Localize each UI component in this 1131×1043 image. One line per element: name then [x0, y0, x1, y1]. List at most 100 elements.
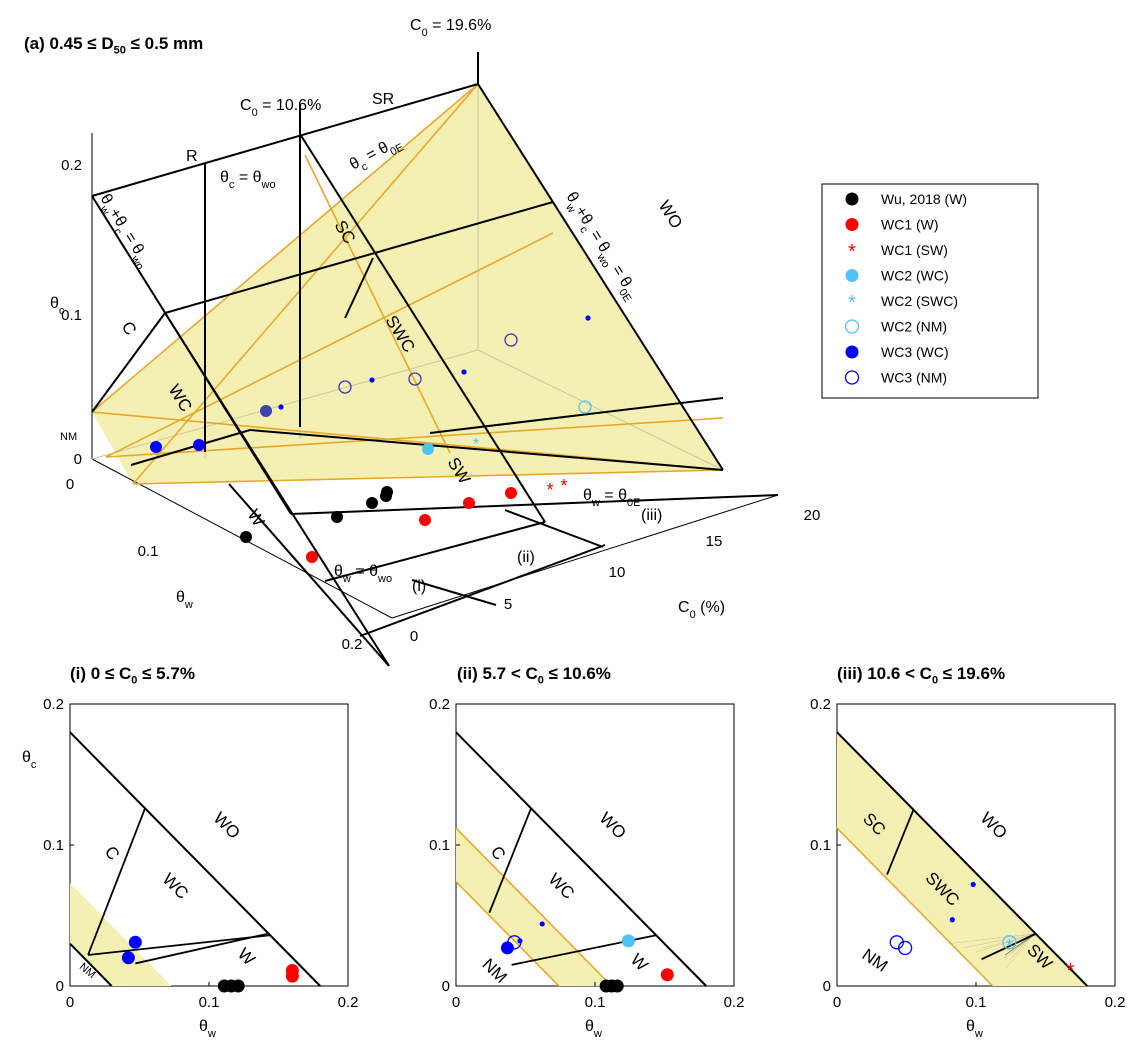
- y-tick-1: 0.1: [810, 837, 831, 854]
- svg-text:θc = θwo: θc = θwo: [220, 169, 276, 191]
- svg-text:θw = θ0E: θw = θ0E: [583, 487, 640, 509]
- svg-text:C0 = 19.6%: C0 = 19.6%: [410, 17, 491, 39]
- legend-label-0: Wu, 2018 (W): [881, 191, 967, 207]
- title-iii-pre: (iii) 10.6 < C: [837, 664, 932, 683]
- legend-label-7: WC3 (NM): [881, 370, 947, 386]
- legend-marker-5: [844, 319, 860, 334]
- line-orange-top: [455, 827, 613, 987]
- svg-text:θw+θc = θwo: θw+θc = θwo: [92, 191, 154, 272]
- point-1-0: [660, 968, 674, 982]
- point-2-0: [1002, 935, 1017, 950]
- region-wo: WO: [977, 809, 1011, 843]
- region-wo: WO: [596, 809, 630, 843]
- svg-text:(iii): (iii): [641, 507, 662, 524]
- region-c: C: [101, 843, 124, 864]
- guide5: [982, 935, 1032, 948]
- point-0-0: *: [1067, 960, 1075, 982]
- title-iii-sub: 0: [931, 674, 939, 687]
- point-1-0: *: [1005, 936, 1013, 958]
- guide20: [1005, 935, 1034, 956]
- legend-marker-0: [845, 192, 859, 206]
- x-tick-1: 0.1: [199, 994, 220, 1011]
- guide: [145, 808, 271, 936]
- region-wc: WC: [545, 869, 578, 902]
- legend-label-1: WC1 (W): [881, 217, 939, 233]
- legend-marker-1: [845, 218, 859, 231]
- line-swc-sw: [981, 933, 1037, 961]
- x-axis-label: θw: [199, 1018, 216, 1040]
- line-orange-bottom: [455, 881, 560, 987]
- legend: Wu, 2018 (W) WC1 (W) * WC1 (SW) WC2 (WC) * WC2…: [821, 183, 1039, 399]
- point-3-0: [500, 941, 514, 955]
- svg-text:*: *: [560, 476, 567, 496]
- title-i-sub: 0: [131, 674, 138, 687]
- guide11: [975, 933, 1035, 953]
- point-0-2: [231, 979, 245, 993]
- x-tick-1: 0.1: [585, 994, 606, 1011]
- svg-text:SR: SR: [372, 91, 394, 108]
- guide6: [1006, 933, 1035, 968]
- svg-text:0: 0: [74, 451, 82, 468]
- line-wc-w: [135, 932, 268, 965]
- svg-text:(i): (i): [412, 578, 426, 595]
- x-tick-0: 0: [452, 994, 460, 1011]
- point-2-1: [128, 935, 142, 949]
- svg-text:10: 10: [609, 564, 626, 581]
- x-tick-0: 0: [833, 994, 841, 1011]
- region-c: C: [487, 843, 510, 864]
- y-tick-0: 0: [56, 978, 64, 995]
- y-axis-label: θc: [22, 749, 37, 771]
- legend-label-4: WC2 (SWC): [881, 293, 958, 309]
- x-axis-label: θw: [585, 1018, 602, 1040]
- point-2-0: [121, 951, 135, 965]
- axis-c0: [391, 494, 779, 619]
- guide12: [963, 933, 1033, 948]
- svg-text:0.1: 0.1: [61, 307, 82, 324]
- title-i-post: ≤ 5.7%: [137, 664, 195, 683]
- y-tick-1: 0.1: [43, 837, 64, 854]
- x-tick-1: 0.1: [966, 994, 987, 1011]
- svg-text:C: C: [118, 318, 141, 338]
- title-a-pre: (a) 0.45 ≤ D: [24, 34, 114, 53]
- svg-text:θw: θw: [176, 589, 193, 611]
- region-nm: NM: [859, 945, 892, 976]
- panel-a-ticks: 0.2 0.1 0 0 0.1 0.2 0 5 10 15 20: [61, 157, 820, 653]
- x-tick-0: 0: [66, 994, 74, 1011]
- legend-label-3: WC2 (WC): [881, 268, 949, 284]
- line-c-wc: [488, 808, 532, 914]
- point-1-1: [285, 963, 299, 977]
- y-tick-1: 0.1: [429, 837, 450, 854]
- title-panel-a: (a) 0.45 ≤ D50 ≤ 0.5 mm: [24, 34, 203, 56]
- x-tick-2: 0.2: [338, 994, 359, 1011]
- point-3-0: [949, 917, 955, 923]
- svg-text:0.2: 0.2: [61, 157, 82, 174]
- legend-marker-3: [845, 269, 859, 282]
- x-tick-2: 0.2: [724, 994, 745, 1011]
- line-wo: [836, 731, 1088, 987]
- title-iii-post: ≤ 19.6%: [938, 664, 1006, 683]
- svg-text:15: 15: [706, 533, 723, 550]
- panel-a-shading: [92, 84, 723, 484]
- point-4-1: [539, 921, 545, 927]
- svg-text:C0 = 10.6%: C0 = 10.6%: [240, 97, 321, 119]
- legend-marker-7: [844, 370, 860, 385]
- point-2-0: [621, 934, 635, 948]
- legend-marker-6: [845, 345, 859, 359]
- region-w: W: [627, 950, 652, 975]
- line-orange-low: [836, 827, 994, 987]
- line-c-wc: [87, 808, 146, 956]
- y-tick-0: 0: [823, 978, 831, 995]
- svg-text:20: 20: [804, 507, 821, 524]
- svg-text:θc: θc: [50, 295, 65, 317]
- y-tick-2: 0.2: [43, 696, 64, 713]
- point-0-2: [610, 979, 624, 993]
- region-w: W: [234, 944, 259, 969]
- svg-text:0.2: 0.2: [342, 636, 363, 653]
- legend-marker-4: *: [848, 292, 856, 314]
- title-panel-i: (i) 0 ≤ C0 ≤ 5.7%: [70, 664, 195, 686]
- guide3: [1009, 935, 1032, 961]
- region-wo: WO: [210, 809, 244, 843]
